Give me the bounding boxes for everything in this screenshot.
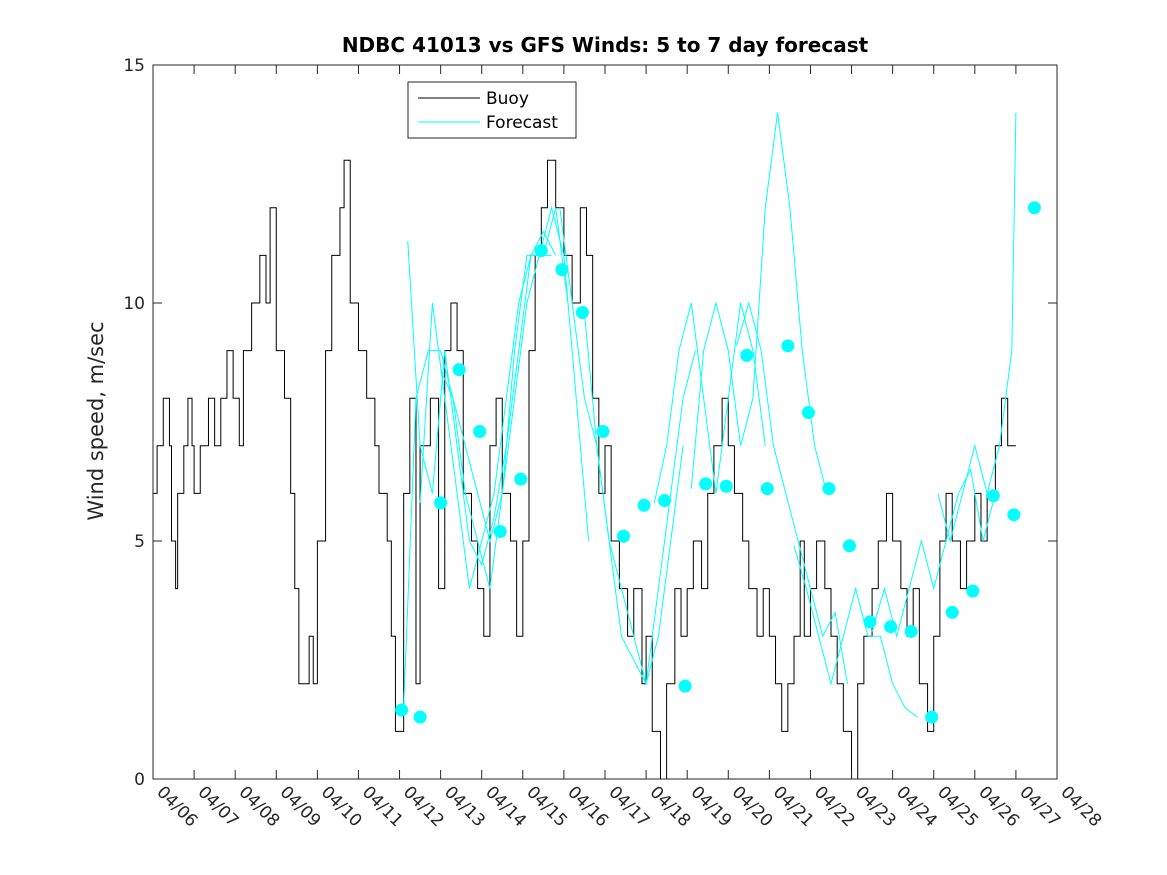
forecast-marker-14 (658, 494, 672, 508)
legend-label-buoy: Buoy (486, 89, 529, 109)
forecast-marker-11 (596, 425, 610, 439)
forecast-marker-29 (966, 584, 980, 598)
series-line-forecast-7 (653, 302, 766, 504)
x-tick-label: 04/17 (604, 782, 653, 831)
x-tick-label: 04/19 (687, 782, 736, 831)
forecast-marker-7 (514, 472, 528, 486)
x-tick-label: 04/08 (235, 782, 284, 831)
y-tick-label: 5 (134, 532, 145, 552)
legend: Buoy Forecast (407, 81, 577, 139)
x-tick-label: 04/13 (440, 782, 489, 831)
series-line-forecast-6 (583, 312, 696, 686)
forecast-marker-5 (473, 425, 487, 439)
forecast-marker-32 (1027, 201, 1041, 215)
x-tick-label: 04/12 (399, 782, 448, 831)
x-tick-label: 04/14 (481, 782, 530, 831)
forecast-marker-21 (801, 405, 815, 419)
forecast-marker-12 (616, 529, 630, 543)
axes: 04/0604/0704/0804/0904/1004/1104/1204/13… (123, 56, 1105, 831)
x-tick-label: 04/20 (728, 782, 777, 831)
series-line-forecast-8 (690, 112, 828, 494)
series-line-forecast-9 (736, 301, 848, 684)
forecast-marker-18 (740, 348, 754, 362)
series-line-buoy (153, 159, 1016, 779)
series-line-forecast-5 (559, 207, 684, 686)
forecast-marker-15 (678, 679, 692, 693)
forecast-marker-8 (534, 244, 548, 258)
forecast-marker-9 (555, 263, 569, 277)
x-tick-label: 04/11 (358, 782, 407, 831)
x-tick-label: 04/28 (1056, 782, 1105, 831)
series-line-forecast-10 (793, 545, 918, 718)
x-tick-label: 04/18 (646, 782, 695, 831)
x-tick-label: 04/06 (152, 782, 201, 831)
plot-area (153, 112, 1041, 779)
forecast-marker-24 (863, 615, 877, 629)
forecast-marker-22 (822, 482, 836, 496)
plot-clip-group (153, 112, 1041, 779)
x-tick-label: 04/10 (317, 782, 366, 831)
x-tick-label: 04/21 (769, 782, 818, 831)
series-line-forecast-12 (937, 112, 1017, 543)
x-tick-label: 04/27 (1015, 782, 1064, 831)
chart-title: NDBC 41013 vs GFS Winds: 5 to 7 day fore… (342, 33, 869, 57)
forecast-marker-27 (925, 710, 939, 724)
y-tick-label: 10 (123, 294, 145, 314)
legend-label-forecast: Forecast (486, 113, 558, 133)
y-tick-label: 0 (134, 770, 145, 790)
forecast-marker-19 (760, 482, 774, 496)
forecast-marker-28 (945, 605, 959, 619)
forecast-marker-17 (719, 479, 733, 493)
forecast-marker-30 (986, 489, 1000, 503)
x-tick-label: 04/25 (933, 782, 982, 831)
y-axis-label: Wind speed, m/sec (84, 321, 108, 520)
x-tick-label: 04/16 (563, 782, 612, 831)
x-tick-label: 04/15 (522, 782, 571, 831)
forecast-marker-4 (452, 363, 466, 377)
forecast-marker-26 (904, 624, 918, 638)
forecast-marker-20 (781, 339, 795, 353)
forecast-marker-3 (434, 496, 448, 510)
axes-box (152, 64, 1058, 780)
x-tick-label: 04/26 (974, 782, 1023, 831)
forecast-marker-31 (1007, 508, 1021, 522)
x-tick-label: 04/22 (810, 782, 859, 831)
forecast-marker-16 (699, 477, 713, 491)
series-line-forecast-1 (403, 254, 552, 708)
forecast-marker-23 (842, 539, 856, 553)
x-tick-label: 04/07 (194, 782, 243, 831)
series-line-forecast-4 (440, 205, 590, 589)
forecast-marker-1 (395, 703, 409, 717)
y-tick-label: 15 (123, 56, 145, 76)
x-tick-label: 04/24 (892, 782, 941, 831)
x-tick-label: 04/23 (851, 782, 900, 831)
forecast-marker-2 (413, 710, 427, 724)
x-tick-label: 04/09 (276, 782, 325, 831)
forecast-marker-25 (884, 620, 898, 634)
forecast-marker-10 (575, 306, 589, 320)
forecast-marker-13 (637, 498, 651, 512)
series-line-forecast-11 (871, 468, 996, 639)
legend-box (407, 81, 577, 139)
forecast-marker-6 (493, 524, 507, 538)
